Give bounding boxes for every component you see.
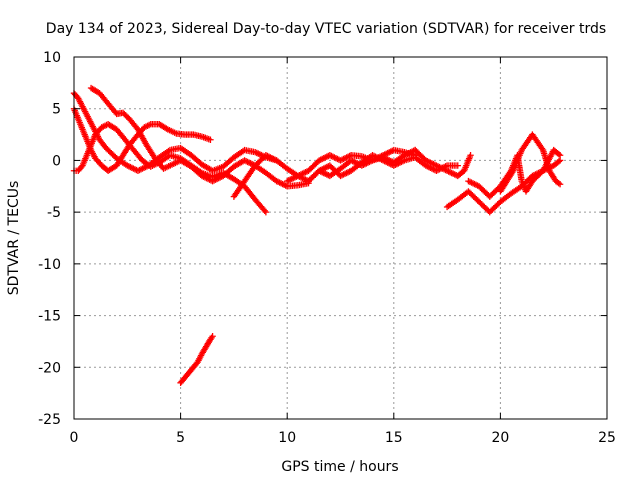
x-tick-label: 20 bbox=[491, 430, 509, 446]
x-tick-label: 25 bbox=[598, 430, 616, 446]
series-track-5 bbox=[177, 333, 216, 386]
plot-frame bbox=[73, 56, 608, 420]
x-tick-label: 0 bbox=[70, 430, 79, 446]
data-point bbox=[209, 333, 216, 340]
y-tick-label: 5 bbox=[52, 102, 61, 118]
data-point bbox=[555, 179, 562, 187]
x-tick-label: 10 bbox=[278, 430, 296, 446]
data-point bbox=[509, 169, 516, 176]
data-point bbox=[454, 162, 461, 169]
series-track-12 bbox=[497, 131, 564, 195]
x-tick-label: 5 bbox=[176, 430, 185, 446]
series-track-9 bbox=[411, 146, 474, 180]
data-point bbox=[207, 136, 214, 143]
x-tick-label: 15 bbox=[385, 430, 403, 446]
data-point bbox=[555, 158, 563, 165]
y-tick-label: -10 bbox=[38, 257, 61, 273]
x-axis-title: GPS time / hours bbox=[281, 459, 398, 475]
chart-title: Day 134 of 2023, Sidereal Day-to-day VTE… bbox=[46, 21, 606, 37]
data-point bbox=[262, 208, 270, 216]
grid bbox=[74, 57, 607, 419]
series-track-10 bbox=[443, 157, 564, 216]
y-tick-label: -5 bbox=[47, 205, 61, 221]
data-point bbox=[112, 109, 119, 116]
data-point bbox=[261, 207, 268, 214]
y-tick-label: 0 bbox=[52, 153, 61, 169]
series-track-4 bbox=[87, 84, 312, 190]
y-tick-label: -25 bbox=[38, 412, 61, 428]
data-points bbox=[70, 84, 564, 386]
data-point bbox=[555, 151, 563, 158]
y-tick-label: 10 bbox=[43, 50, 61, 66]
y-axis-title: SDTVAR / TECUs bbox=[6, 181, 22, 296]
data-point bbox=[556, 181, 564, 188]
axis-ticks: 0 5 10 15 20 25 10 5 0 -5 -10 -15 -20 -25 bbox=[38, 50, 616, 446]
y-tick-label: -15 bbox=[38, 309, 61, 325]
series-track-8 bbox=[305, 146, 419, 185]
y-tick-label: -20 bbox=[38, 360, 61, 376]
data-point bbox=[467, 152, 474, 159]
data-point bbox=[556, 152, 564, 159]
